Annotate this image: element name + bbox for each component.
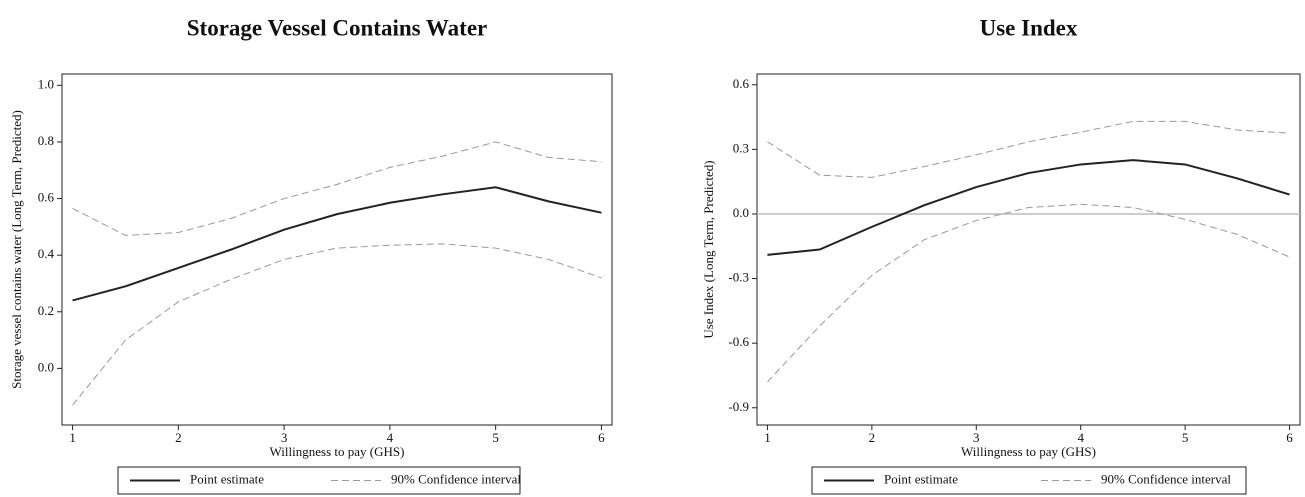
y-tick-label: -0.6	[728, 334, 749, 349]
plot-frame	[61, 73, 613, 426]
legend-label: 90% Confidence interval	[391, 471, 521, 486]
x-tick-label: 5	[492, 430, 499, 445]
y-tick-label: -0.9	[728, 399, 749, 414]
y-tick-label: 0.4	[38, 246, 55, 261]
plot-frame	[756, 73, 1301, 426]
legend-box	[811, 466, 1247, 495]
legend-label: 90% Confidence interval	[1101, 471, 1231, 486]
y-tick-label: 0.3	[733, 140, 749, 155]
ci-line	[72, 141, 602, 236]
x-tick-label: 5	[1182, 430, 1189, 445]
y-tick-label: -0.3	[728, 270, 749, 285]
ci-line	[767, 203, 1290, 383]
point-estimate-line	[72, 186, 602, 302]
y-tick-label: 0.8	[38, 133, 54, 148]
x-axis-label: Willingness to pay (GHS)	[270, 444, 405, 459]
y-tick-label: 0.2	[38, 303, 54, 318]
y-tick-label: 0.6	[733, 76, 750, 91]
legend-label: Point estimate	[884, 471, 958, 486]
y-axis-label: Storage vessel contains water (Long Term…	[9, 110, 24, 389]
x-tick-label: 2	[175, 430, 182, 445]
ci-line	[72, 243, 602, 406]
ci-line	[767, 120, 1290, 178]
point-estimate-line	[767, 159, 1290, 256]
x-tick-label: 1	[69, 430, 76, 445]
chart-title: Storage Vessel Contains Water	[187, 15, 488, 40]
x-tick-label: 6	[1286, 430, 1293, 445]
x-axis-label: Willingness to pay (GHS)	[961, 444, 1096, 459]
y-tick-label: 1.0	[38, 76, 54, 91]
y-tick-label: 0.6	[38, 190, 55, 205]
y-tick-label: 0.0	[38, 359, 54, 374]
y-tick-label: 0.0	[733, 205, 749, 220]
legend-box	[117, 466, 521, 495]
x-tick-label: 1	[764, 430, 771, 445]
x-tick-label: 2	[869, 430, 876, 445]
x-tick-label: 4	[387, 430, 394, 445]
x-tick-label: 3	[973, 430, 980, 445]
y-axis-label: Use Index (Long Term, Predicted)	[701, 160, 716, 338]
x-tick-label: 4	[1077, 430, 1084, 445]
x-tick-label: 6	[598, 430, 605, 445]
legend-label: Point estimate	[190, 471, 264, 486]
x-tick-label: 3	[281, 430, 288, 445]
chart-title: Use Index	[980, 15, 1078, 40]
